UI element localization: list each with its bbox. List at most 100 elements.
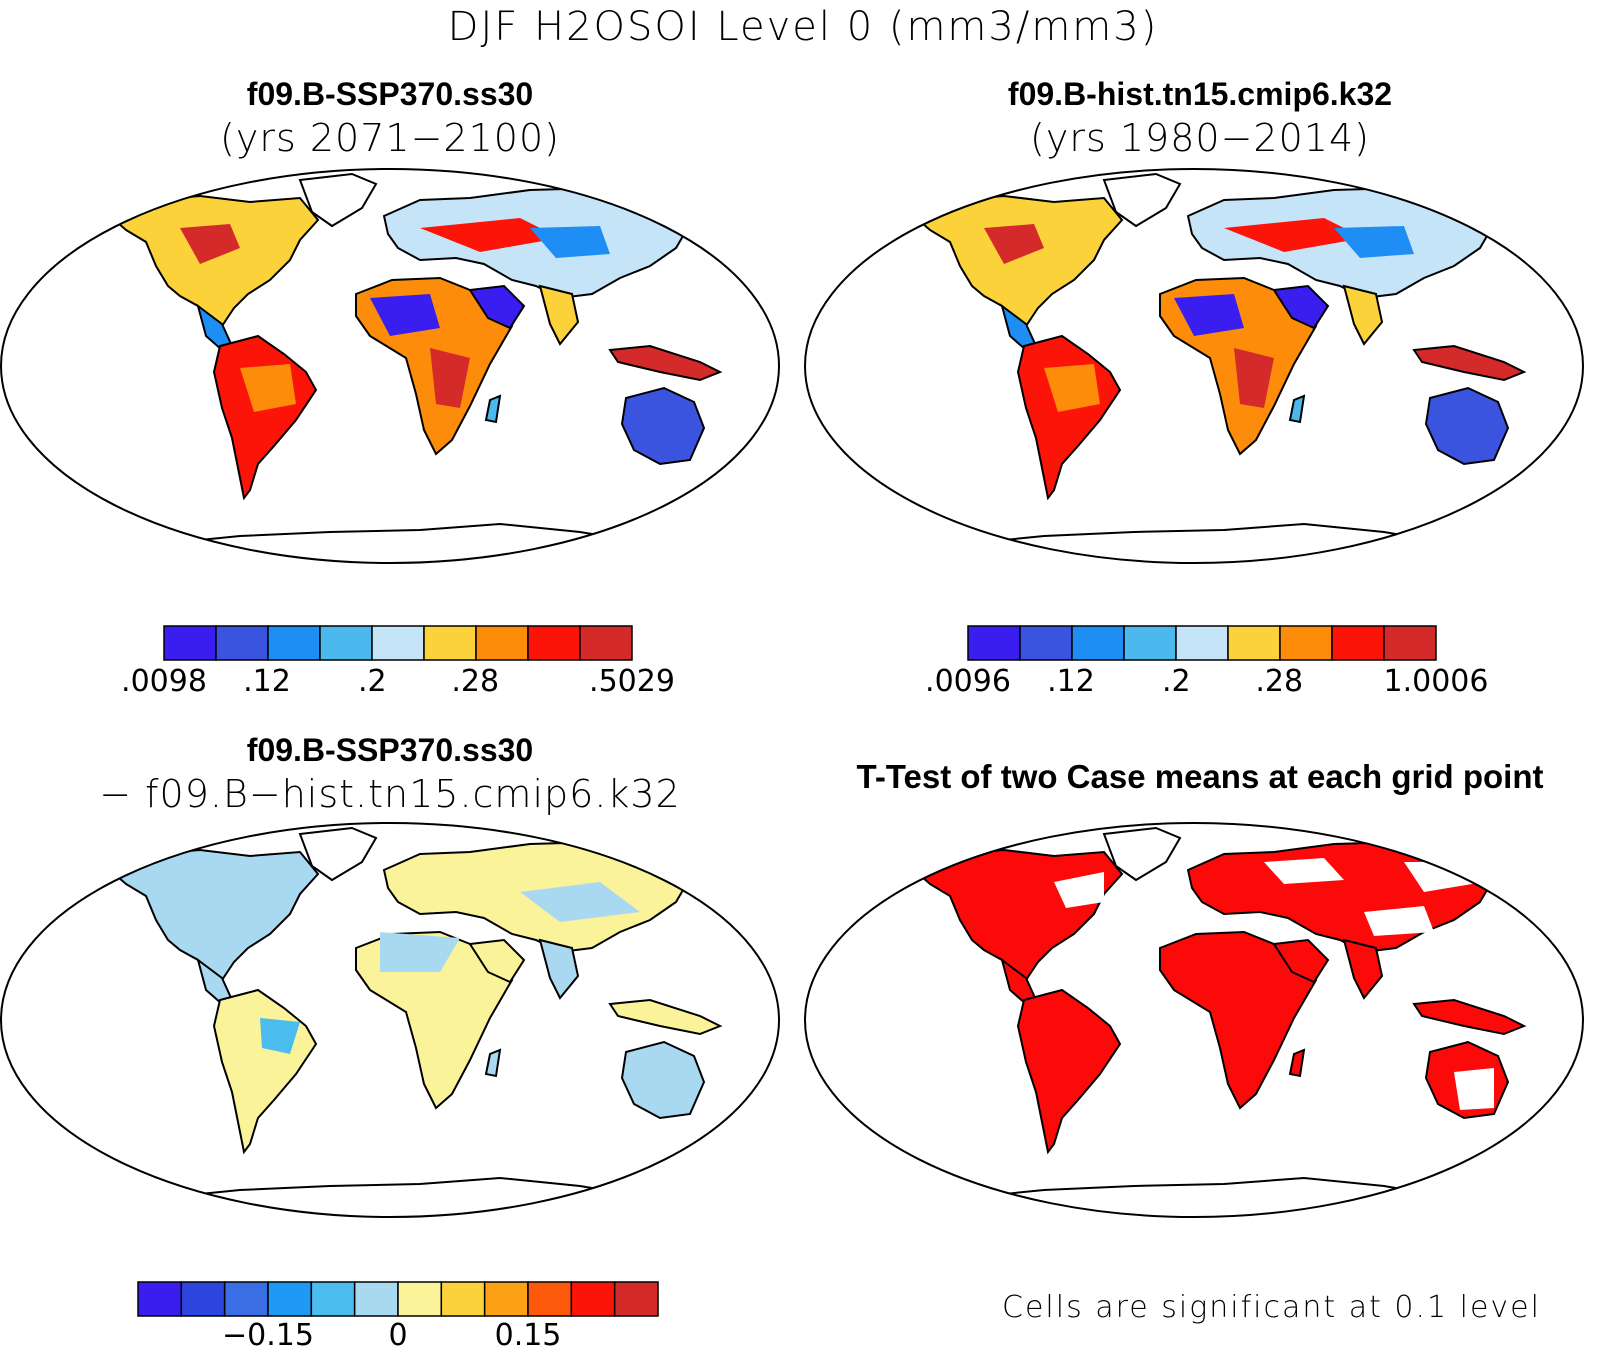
colorbar-tick-label: .12 bbox=[243, 664, 291, 699]
colorbar-swatch bbox=[1383, 625, 1437, 661]
landmass-madagascar bbox=[1288, 394, 1306, 424]
panel-title-ssp370: f09.B-SSP370.ss30 bbox=[246, 76, 534, 112]
colorbar-ticks-ssp370: .0098 .12 .2 .28 .5029 bbox=[121, 664, 675, 704]
colorbar-swatch bbox=[440, 1281, 486, 1317]
colorbar-swatch bbox=[579, 625, 633, 661]
value-patch bbox=[1224, 218, 1364, 252]
colorbar-swatch bbox=[267, 625, 321, 661]
landmass-indonesia bbox=[1412, 998, 1527, 1036]
landmass-greenland bbox=[1102, 826, 1182, 882]
colorbar-swatch bbox=[137, 1281, 183, 1317]
map-panel-ttest bbox=[804, 822, 1584, 1218]
colorbar-swatch bbox=[527, 1281, 573, 1317]
colorbar-tick-label: .28 bbox=[451, 664, 500, 699]
landmass-madagascar bbox=[484, 394, 502, 424]
colorbar-swatch bbox=[180, 1281, 226, 1317]
colorbar-hist bbox=[967, 625, 1437, 661]
value-patch bbox=[1174, 294, 1244, 336]
value-patch bbox=[240, 364, 296, 412]
panel-subtitle-ssp370-years: (yrs 2071−2100) bbox=[220, 116, 560, 160]
value-patch bbox=[984, 224, 1044, 264]
map-panel-ssp370 bbox=[0, 168, 780, 564]
colorbar-swatch bbox=[1279, 625, 1333, 661]
colorbar-ssp370 bbox=[163, 625, 633, 661]
value-patch bbox=[1234, 348, 1274, 408]
colorbar-swatch bbox=[319, 625, 373, 661]
colorbar-difference bbox=[137, 1281, 659, 1317]
panel-title-hist: f09.B-hist.tn15.cmip6.k32 bbox=[1007, 76, 1393, 112]
value-patch bbox=[520, 882, 640, 922]
colorbar-swatch bbox=[967, 625, 1021, 661]
colorbar-tick-label: .28 bbox=[1255, 664, 1304, 699]
colorbar-swatch bbox=[163, 625, 217, 661]
colorbar-tick-label: 0.15 bbox=[494, 1318, 562, 1353]
landmass-south-america bbox=[1016, 988, 1122, 1155]
landmass-greenland bbox=[298, 826, 378, 882]
non-significant-patch bbox=[1264, 858, 1344, 884]
colorbar-tick-label: .2 bbox=[357, 664, 387, 699]
colorbar-ticks-difference: −0.15 0 0.15 bbox=[138, 1318, 658, 1353]
colorbar-tick-label: .0096 bbox=[925, 664, 1011, 699]
landmass-india bbox=[1342, 938, 1384, 1000]
colorbar-swatch bbox=[371, 625, 425, 661]
colorbar-swatch bbox=[570, 1281, 616, 1317]
colorbar-tick-label: .12 bbox=[1047, 664, 1095, 699]
landmass-australia bbox=[620, 1040, 706, 1120]
landmass-madagascar bbox=[1288, 1048, 1306, 1078]
non-significant-patch bbox=[1454, 1068, 1494, 1110]
landmass-arabia bbox=[468, 938, 526, 984]
colorbar-tick-label: .0098 bbox=[121, 664, 207, 699]
value-patch bbox=[430, 348, 470, 408]
ttest-footnote: Cells are significant at 0.1 level bbox=[1002, 1290, 1541, 1325]
panel-title-difference: f09.B-SSP370.ss30 bbox=[246, 732, 534, 768]
value-patch bbox=[260, 1018, 300, 1054]
colorbar-swatch bbox=[267, 1281, 313, 1317]
colorbar-swatch bbox=[527, 625, 581, 661]
landmass-madagascar bbox=[484, 1048, 502, 1078]
landmass-north-america bbox=[912, 194, 1124, 328]
landmass-indonesia bbox=[608, 344, 723, 382]
colorbar-swatch bbox=[1331, 625, 1385, 661]
colorbar-swatch bbox=[1071, 625, 1125, 661]
map-boundary bbox=[0, 168, 780, 564]
colorbar-swatch bbox=[475, 625, 529, 661]
colorbar-swatch bbox=[223, 1281, 269, 1317]
landmass-indonesia bbox=[1412, 344, 1527, 382]
colorbar-ticks-hist: .0096 .12 .2 .28 1.0006 bbox=[925, 664, 1488, 704]
landmass-arabia bbox=[1272, 938, 1330, 984]
landmass-indonesia bbox=[608, 998, 723, 1036]
map-boundary bbox=[0, 822, 780, 1218]
landmass-greenland bbox=[1102, 172, 1182, 228]
value-patch bbox=[180, 224, 240, 264]
non-significant-patch bbox=[1364, 906, 1434, 936]
colorbar-swatch bbox=[1227, 625, 1281, 661]
landmass-arabia bbox=[1272, 284, 1330, 330]
landmass-australia bbox=[1424, 386, 1510, 466]
colorbar-swatch bbox=[1019, 625, 1073, 661]
landmass-australia bbox=[620, 386, 706, 466]
colorbar-swatch bbox=[1123, 625, 1177, 661]
landmass-india bbox=[538, 284, 580, 346]
colorbar-swatch bbox=[310, 1281, 356, 1317]
value-patch bbox=[370, 294, 440, 336]
colorbar-tick-label: 1.0006 bbox=[1383, 664, 1489, 699]
non-significant-patch bbox=[1054, 872, 1104, 908]
landmass-arabia bbox=[468, 284, 526, 330]
map-boundary bbox=[804, 168, 1584, 564]
landmass-north-america bbox=[108, 194, 320, 328]
landmass-eurasia bbox=[382, 186, 692, 300]
landmass-eurasia bbox=[1186, 186, 1496, 300]
value-patch bbox=[1334, 226, 1414, 258]
value-patch bbox=[150, 872, 260, 932]
colorbar-swatch bbox=[397, 1281, 443, 1317]
colorbar-tick-label: −0.15 bbox=[222, 1318, 314, 1353]
map-panel-difference bbox=[0, 822, 780, 1218]
colorbar-tick-label: 0 bbox=[388, 1318, 408, 1353]
landmass-india bbox=[1342, 284, 1384, 346]
colorbar-swatch bbox=[353, 1281, 399, 1317]
colorbar-tick-label: .5029 bbox=[589, 664, 675, 699]
panel-subtitle-difference: − f09.B−hist.tn15.cmip6.k32 bbox=[99, 772, 681, 816]
map-boundary bbox=[804, 822, 1584, 1218]
value-patch bbox=[530, 226, 610, 258]
colorbar-swatch bbox=[613, 1281, 659, 1317]
